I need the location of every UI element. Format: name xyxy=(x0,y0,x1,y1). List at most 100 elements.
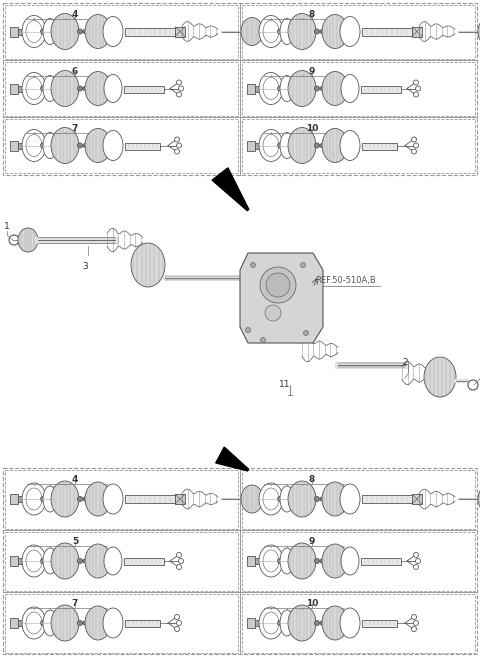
Circle shape xyxy=(314,621,320,625)
Ellipse shape xyxy=(340,608,360,638)
Bar xyxy=(124,558,164,565)
Bar xyxy=(3,468,477,654)
Ellipse shape xyxy=(43,132,57,159)
Circle shape xyxy=(277,621,283,625)
Bar xyxy=(18,496,22,502)
Circle shape xyxy=(314,143,320,148)
Circle shape xyxy=(274,489,280,495)
Bar xyxy=(362,142,397,150)
Bar xyxy=(175,26,185,36)
Bar xyxy=(18,142,22,148)
Ellipse shape xyxy=(103,608,123,638)
Ellipse shape xyxy=(51,481,79,517)
Circle shape xyxy=(416,558,420,563)
Text: 10: 10 xyxy=(306,599,318,608)
Ellipse shape xyxy=(103,16,123,47)
Bar xyxy=(10,494,18,504)
Bar xyxy=(247,26,255,36)
Circle shape xyxy=(277,496,283,501)
Ellipse shape xyxy=(43,610,57,636)
Ellipse shape xyxy=(322,482,348,516)
Circle shape xyxy=(40,86,46,91)
Text: 9: 9 xyxy=(309,67,315,76)
Text: REF.50-510A,B: REF.50-510A,B xyxy=(315,276,376,285)
Ellipse shape xyxy=(103,130,123,161)
Circle shape xyxy=(177,565,181,569)
Ellipse shape xyxy=(51,13,79,49)
Circle shape xyxy=(265,305,281,321)
Ellipse shape xyxy=(259,483,283,515)
Text: 6: 6 xyxy=(72,67,78,76)
Bar xyxy=(5,594,238,653)
Ellipse shape xyxy=(288,127,316,163)
Circle shape xyxy=(320,559,324,563)
Text: 8: 8 xyxy=(309,475,315,484)
Ellipse shape xyxy=(51,127,79,163)
Circle shape xyxy=(175,614,180,619)
Ellipse shape xyxy=(341,74,359,103)
Circle shape xyxy=(83,559,87,563)
Circle shape xyxy=(300,262,305,268)
Circle shape xyxy=(411,614,417,619)
Circle shape xyxy=(83,144,87,148)
Bar xyxy=(10,556,18,566)
Text: 4: 4 xyxy=(72,475,78,484)
Ellipse shape xyxy=(340,130,360,161)
Text: 3: 3 xyxy=(82,262,88,271)
Circle shape xyxy=(277,143,283,148)
Circle shape xyxy=(40,621,46,625)
Circle shape xyxy=(277,86,283,91)
Ellipse shape xyxy=(103,484,123,514)
Bar xyxy=(242,5,475,59)
Ellipse shape xyxy=(259,16,283,47)
Circle shape xyxy=(77,558,83,563)
Circle shape xyxy=(83,497,87,501)
Text: 2: 2 xyxy=(402,358,408,367)
Bar xyxy=(247,494,255,504)
Circle shape xyxy=(413,565,419,569)
Circle shape xyxy=(274,36,280,42)
Bar xyxy=(242,532,475,591)
Polygon shape xyxy=(212,168,249,211)
Ellipse shape xyxy=(241,485,263,513)
Ellipse shape xyxy=(18,228,38,252)
Circle shape xyxy=(413,552,419,558)
Circle shape xyxy=(314,558,320,563)
Bar xyxy=(242,470,475,529)
Circle shape xyxy=(276,28,282,34)
Circle shape xyxy=(179,86,183,91)
Bar xyxy=(412,494,422,504)
Bar xyxy=(255,496,259,502)
Text: 1: 1 xyxy=(4,222,10,231)
Circle shape xyxy=(175,627,180,631)
Bar xyxy=(5,5,238,59)
Ellipse shape xyxy=(340,16,360,47)
Bar xyxy=(10,84,18,94)
Ellipse shape xyxy=(280,132,294,159)
Circle shape xyxy=(260,267,296,303)
Bar xyxy=(362,28,412,36)
Circle shape xyxy=(413,143,419,148)
Ellipse shape xyxy=(322,71,348,105)
Ellipse shape xyxy=(43,18,57,45)
Ellipse shape xyxy=(259,130,283,161)
Ellipse shape xyxy=(280,610,294,636)
Bar xyxy=(124,86,164,92)
Ellipse shape xyxy=(288,13,316,49)
Circle shape xyxy=(413,92,419,97)
Circle shape xyxy=(314,496,320,501)
Bar xyxy=(5,532,238,591)
Bar xyxy=(247,618,255,628)
Ellipse shape xyxy=(280,548,294,574)
Bar xyxy=(125,142,160,150)
Ellipse shape xyxy=(104,547,122,575)
Circle shape xyxy=(303,331,309,335)
Circle shape xyxy=(276,496,282,502)
Circle shape xyxy=(177,92,181,97)
Circle shape xyxy=(314,86,320,91)
Bar xyxy=(3,3,477,175)
Ellipse shape xyxy=(85,482,111,516)
Circle shape xyxy=(77,29,83,34)
Bar xyxy=(255,620,259,626)
Ellipse shape xyxy=(288,605,316,641)
